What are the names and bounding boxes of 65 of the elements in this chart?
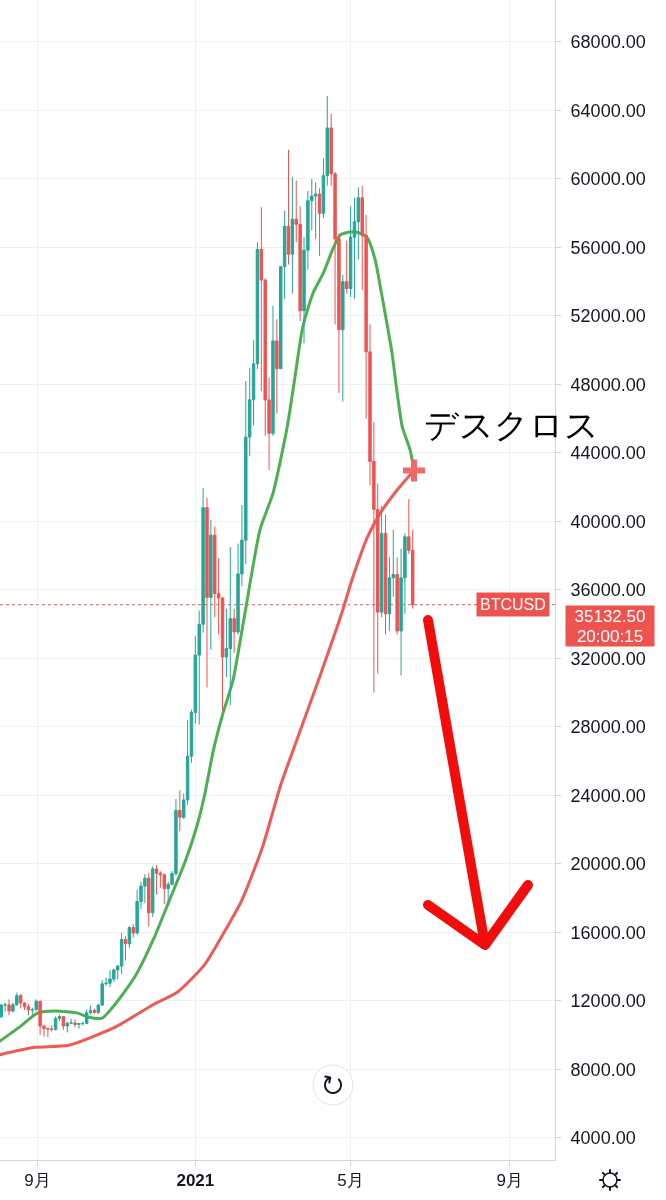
- candlestick: [119, 932, 124, 975]
- candlestick: [61, 1016, 66, 1031]
- x-tick-label: 2021: [176, 1171, 215, 1191]
- candlestick: [286, 149, 291, 266]
- candlestick: [154, 864, 159, 896]
- candlestick: [341, 274, 345, 403]
- y-tick-label: 8000.00: [570, 1059, 636, 1080]
- candlestick: [92, 1007, 97, 1015]
- candlestick: [275, 318, 279, 414]
- candlestick: [178, 789, 182, 832]
- y-tick-label: 32000.00: [570, 648, 646, 669]
- text: 20:00:15: [576, 626, 644, 646]
- candlestick: [317, 187, 322, 257]
- candlestick: [395, 556, 399, 635]
- candlestick: [209, 519, 213, 651]
- y-tick-label: 44000.00: [570, 443, 646, 464]
- candlestick: [65, 1021, 69, 1033]
- y-tick-label: 68000.00: [570, 32, 646, 53]
- y-tick-label: 24000.00: [570, 785, 646, 806]
- y-tick-label: 64000.00: [570, 100, 646, 121]
- candlestick: [290, 176, 295, 295]
- ref-line-label: BTCUSD: [480, 596, 546, 613]
- y-tick-label: 56000.00: [570, 237, 646, 258]
- candlestick: [38, 1000, 42, 1036]
- candlestick: [162, 873, 167, 905]
- y-tick-label: 60000.00: [570, 169, 646, 190]
- candlestick: [18, 993, 23, 1009]
- candlestick: [228, 546, 232, 706]
- candlestick: [50, 1024, 54, 1033]
- x-tick-label: 9月: [496, 1171, 523, 1191]
- y-tick-label: 20000.00: [570, 854, 646, 875]
- y-tick-label: 28000.00: [570, 717, 646, 738]
- candlestick: [26, 1003, 31, 1016]
- candlestick: [53, 1015, 58, 1032]
- candlestick: [84, 1009, 89, 1025]
- candlestick: [112, 968, 116, 983]
- x-tick-label: 9月: [24, 1171, 51, 1191]
- candlestick: [0, 1003, 4, 1019]
- candlestick: [147, 872, 151, 928]
- candlestick: [73, 1018, 77, 1028]
- candlestick: [150, 865, 155, 918]
- candlestick: [77, 1022, 81, 1030]
- candlestick: [379, 505, 384, 618]
- y-tick-label: 40000.00: [570, 511, 646, 532]
- candlestick: [108, 969, 112, 988]
- x-tick-label: 5月: [337, 1171, 364, 1191]
- candlestick: [383, 514, 388, 635]
- candlestick: [232, 608, 236, 654]
- annotation: デスクロス: [424, 405, 599, 445]
- text: 35132.50: [574, 606, 646, 626]
- y-tick-label: 12000.00: [570, 991, 646, 1012]
- candlestick: [123, 935, 128, 962]
- y-tick-label: 36000.00: [570, 580, 646, 601]
- candlestick: [271, 305, 275, 437]
- candlestick: [313, 181, 318, 240]
- candlestick: [344, 240, 349, 295]
- candlestick: [34, 998, 38, 1011]
- y-tick-label: 52000.00: [570, 306, 646, 327]
- y-tick-label: 16000.00: [570, 922, 646, 943]
- candlestick: [46, 1026, 50, 1038]
- candlestick: [7, 998, 11, 1016]
- candlestick: [127, 925, 132, 949]
- y-tick-label: 4000.00: [570, 1128, 636, 1149]
- candlestick: [131, 923, 135, 938]
- y-tick-label: 48000.00: [570, 374, 646, 395]
